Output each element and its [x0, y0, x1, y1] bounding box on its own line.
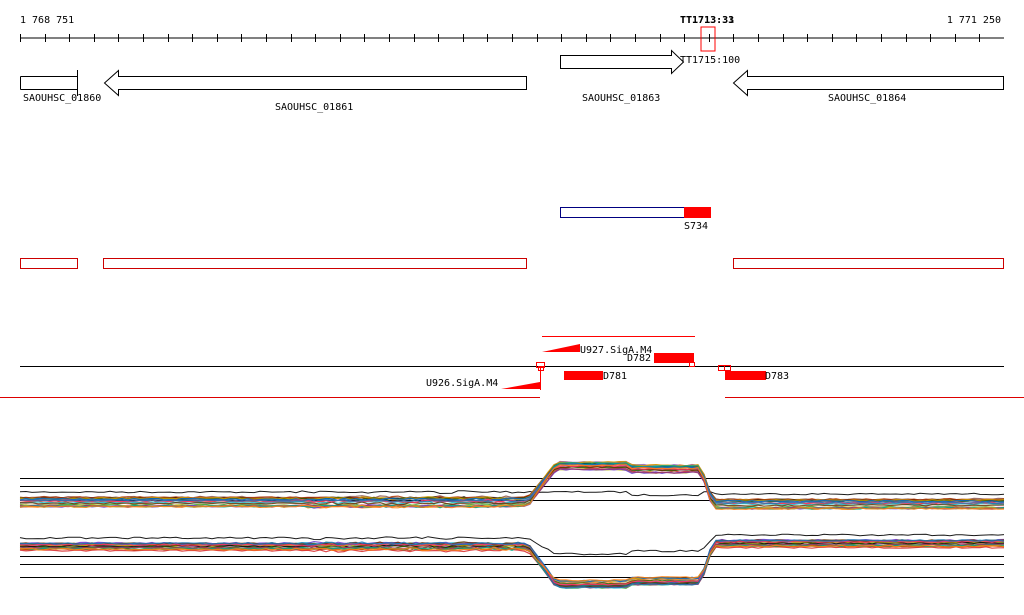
gene-label-saouhsc-01860: SAOUHSC_01860	[23, 93, 101, 104]
segment-label-d782: D782	[627, 353, 651, 364]
promoter-label-u926: U926.SigA.M4	[426, 378, 498, 389]
ruler-ticks	[20, 34, 980, 42]
segment-label-d783: D783	[765, 371, 789, 382]
expression-trace	[19, 544, 1005, 588]
terminator-marker[interactable]	[700, 26, 716, 52]
terminator-label-a: TT1713:33	[680, 15, 734, 26]
expression-trace	[19, 462, 1005, 503]
gene-arrow-saouhsc-01860[interactable]	[20, 70, 78, 96]
gene-label-saouhsc-01863: SAOUHSC_01863	[582, 93, 660, 104]
expression-trace	[19, 463, 1005, 505]
srna-s734-head[interactable]	[684, 207, 711, 218]
segment-d782-marker	[689, 362, 695, 367]
expression-trace	[19, 465, 1005, 507]
gene-track: SAOUHSC_01860 SAOUHSC_01861 SAOUHSC_0186…	[20, 49, 1004, 113]
gene-label-saouhsc-01864: SAOUHSC_01864	[828, 93, 906, 104]
segment-d783-marker-b	[724, 365, 731, 371]
expression-trace	[19, 539, 1005, 589]
terminator-feature-label: TT1715:100	[680, 55, 740, 66]
ruler-end-label: 1 771 250	[947, 15, 1001, 26]
cds-box-saouhsc-01861[interactable]	[103, 258, 527, 269]
gene-label-saouhsc-01861: SAOUHSC_01861	[275, 102, 353, 113]
expression-trace	[19, 460, 1005, 502]
cds-track	[20, 258, 1004, 269]
srna-s734-body[interactable]	[560, 207, 686, 218]
cds-box-saouhsc-01864[interactable]	[733, 258, 1004, 269]
expression-trace	[19, 462, 1005, 501]
segment-d783[interactable]	[725, 371, 766, 380]
expression-trace	[19, 544, 1005, 587]
expression-trace	[19, 462, 1005, 501]
expression-panel-lower	[19, 533, 1005, 589]
srna-label-s734: S734	[684, 221, 708, 232]
promoter-label-u927: U927.SigA.M4	[580, 345, 652, 356]
segment-d782[interactable]	[654, 353, 694, 363]
segment-track: U927.SigA.M4 D782 U926.SigA.M4 D781 D783	[0, 336, 1024, 398]
lower-expression-traces	[19, 533, 1005, 589]
ruler-start-label: 1 768 751	[20, 15, 74, 26]
promoter-triangle-u926[interactable]	[501, 382, 540, 389]
expression-trace	[20, 544, 1005, 582]
expression-trace	[19, 533, 1005, 556]
gene-arrow-saouhsc-01863[interactable]	[560, 49, 685, 75]
expression-trace	[19, 465, 1005, 503]
expression-trace	[19, 490, 1005, 497]
expression-trace	[19, 546, 1004, 588]
expression-panel-upper	[19, 460, 1005, 510]
cds-box-saouhsc-01860[interactable]	[20, 258, 78, 269]
promoter-triangle-u927[interactable]	[542, 344, 580, 352]
gene-arrow-saouhsc-01864[interactable]	[732, 69, 1004, 97]
srna-track: S734	[560, 207, 711, 232]
coordinate-ruler: 1 768 751 1 771 250 TT1713:33 TT1713:31	[20, 15, 1004, 52]
expression-trace	[19, 462, 1005, 502]
gene-arrow-saouhsc-01861[interactable]	[103, 69, 527, 97]
segment-d781[interactable]	[564, 371, 603, 380]
terminator-label-b: TT1713:31	[680, 15, 734, 26]
segment-label-d781: D781	[603, 371, 627, 382]
expression-trace	[19, 463, 1005, 510]
expression-trace	[19, 460, 1005, 503]
upper-expression-traces	[19, 460, 1005, 510]
